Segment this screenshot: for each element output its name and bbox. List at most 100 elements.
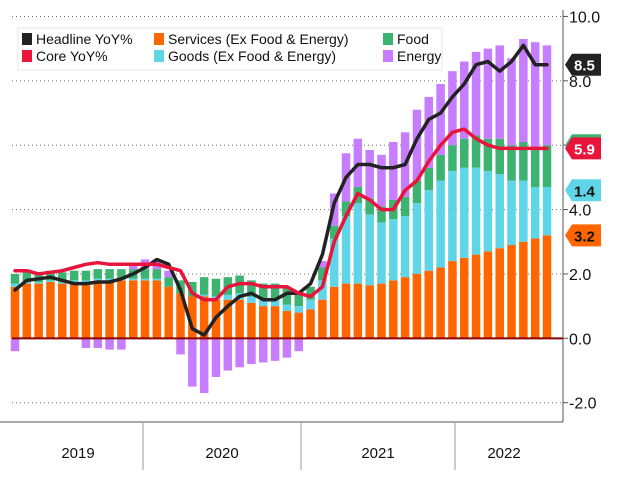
bar-segment bbox=[377, 222, 386, 284]
bar-segment bbox=[117, 280, 126, 339]
y-tick-label: 10.0 bbox=[569, 9, 600, 26]
legend-swatch bbox=[22, 50, 32, 62]
end-tag: 3.2 bbox=[565, 224, 601, 247]
bar-segment bbox=[306, 309, 315, 339]
bar-segment bbox=[377, 283, 386, 339]
bar-segment bbox=[377, 206, 386, 223]
bar-segment bbox=[128, 280, 138, 339]
legend: Headline YoY% Services (Ex Food & Energy)… bbox=[17, 27, 443, 71]
bar-segment bbox=[542, 145, 552, 188]
legend-label: Food bbox=[397, 31, 429, 47]
bar-segment bbox=[188, 296, 197, 339]
bar-segment bbox=[140, 269, 150, 279]
bar-segment bbox=[341, 201, 351, 216]
end-tag-label: 5.9 bbox=[574, 141, 595, 158]
bar-segment bbox=[377, 154, 386, 207]
bar-segment bbox=[93, 278, 103, 281]
bar-segment bbox=[93, 338, 103, 348]
bar-segment bbox=[436, 180, 445, 268]
bar-segment bbox=[93, 280, 103, 339]
bar-segment bbox=[436, 154, 445, 181]
bar-segment bbox=[247, 302, 256, 339]
bar-segment bbox=[247, 338, 256, 365]
bar-segment bbox=[199, 296, 209, 339]
bar-segment bbox=[282, 288, 292, 305]
bar-segment bbox=[164, 277, 173, 287]
bar-segment bbox=[483, 138, 493, 171]
bar-segment bbox=[81, 281, 91, 339]
bar-segment bbox=[471, 135, 481, 168]
bar-segment bbox=[542, 187, 552, 236]
bar-segment bbox=[459, 257, 469, 339]
bar-segment bbox=[188, 338, 197, 387]
bar-segment bbox=[459, 138, 469, 168]
bar-segment bbox=[152, 278, 162, 281]
end-tag-shape bbox=[565, 224, 601, 247]
bar-segment bbox=[282, 310, 292, 339]
bar-segment bbox=[353, 203, 363, 284]
bar-segment bbox=[507, 58, 516, 146]
bar-segment bbox=[329, 238, 339, 287]
bar-segment bbox=[459, 167, 469, 258]
line-headline-yoy- bbox=[13, 43, 549, 337]
bar-segment bbox=[199, 338, 209, 394]
bar-segment bbox=[22, 272, 32, 282]
bar-segment bbox=[235, 338, 244, 368]
bar-segment bbox=[483, 251, 493, 339]
bar-segment bbox=[46, 280, 55, 282]
bar-segment bbox=[93, 269, 103, 279]
x-year-labels: 2019 2020 2021 2022 bbox=[61, 445, 520, 462]
bar-segment bbox=[507, 244, 516, 339]
bar-segment bbox=[10, 273, 20, 284]
bar-segment bbox=[542, 235, 552, 339]
end-tag-label: 1.4 bbox=[574, 183, 596, 200]
bar-segment bbox=[247, 296, 256, 303]
bar-segment bbox=[353, 283, 363, 339]
bar-segment bbox=[22, 283, 32, 339]
legend-swatch bbox=[154, 50, 164, 62]
bar-segment bbox=[46, 281, 55, 339]
y-tick-label: -2.0 bbox=[569, 396, 597, 413]
end-tag-shape bbox=[565, 179, 601, 202]
bar-segment bbox=[211, 338, 221, 377]
legend-label: Energy bbox=[397, 48, 441, 64]
bar-segment bbox=[530, 148, 540, 188]
bar-segment bbox=[81, 338, 91, 348]
bar-segment bbox=[259, 306, 268, 339]
bar-segment bbox=[270, 299, 280, 307]
bar-segment bbox=[22, 281, 32, 284]
bar-segment bbox=[412, 273, 422, 339]
legend-label: Goods (Ex Food & Energy) bbox=[168, 48, 336, 64]
bar-segment bbox=[400, 196, 410, 216]
bar-segment bbox=[223, 338, 233, 371]
line-core-yoy- bbox=[13, 127, 549, 302]
end-tag: 1.4 bbox=[565, 179, 601, 202]
x-year-label: 2022 bbox=[487, 445, 520, 462]
bar-segment bbox=[294, 306, 303, 313]
bar-segment bbox=[105, 278, 114, 281]
legend-box bbox=[17, 27, 443, 71]
bar-segment bbox=[105, 269, 114, 279]
end-tag-label: 3.2 bbox=[574, 228, 595, 245]
bar-segment bbox=[483, 170, 493, 252]
y-tick-label: 8.0 bbox=[569, 74, 591, 91]
bar-segment bbox=[140, 278, 150, 281]
bar-segment bbox=[282, 338, 292, 358]
bar-segment bbox=[282, 304, 292, 311]
bar-segment bbox=[448, 261, 457, 339]
bar-segment bbox=[117, 269, 126, 279]
y-tick-label: 2.0 bbox=[569, 267, 591, 284]
bar-segment bbox=[128, 265, 138, 270]
bar-segment bbox=[140, 280, 150, 339]
bar-segment bbox=[495, 45, 504, 139]
bar-segment bbox=[176, 338, 185, 355]
x-year-label: 2021 bbox=[361, 445, 394, 462]
bar-segment bbox=[69, 270, 79, 281]
bar-segment bbox=[448, 145, 457, 171]
bar-segment bbox=[199, 294, 209, 297]
bar-segment bbox=[412, 109, 422, 181]
bar-segment bbox=[294, 291, 303, 307]
bar-segment bbox=[495, 174, 504, 249]
bar-segment bbox=[58, 281, 67, 284]
